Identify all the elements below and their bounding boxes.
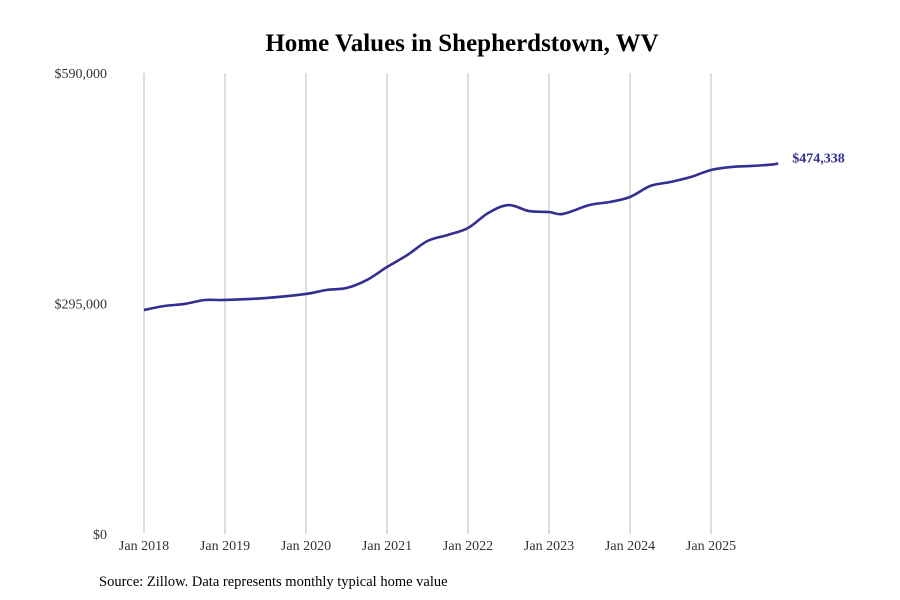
- chart-title: Home Values in Shepherdstown, WV: [265, 30, 658, 57]
- end-value-label: $474,338: [792, 151, 845, 166]
- x-tick-label: Jan 2018: [119, 539, 169, 554]
- x-tick-label: Jan 2024: [605, 539, 655, 554]
- y-tick-label: $0: [93, 528, 107, 543]
- x-tick-label: Jan 2023: [524, 539, 574, 554]
- series-line: [143, 162, 779, 312]
- x-tick-label: Jan 2019: [200, 539, 250, 554]
- y-tick-label: $295,000: [55, 298, 108, 313]
- x-tick-label: Jan 2020: [281, 539, 331, 554]
- x-tick-label: Jan 2022: [443, 539, 493, 554]
- x-tick-label: Jan 2021: [362, 539, 412, 554]
- source-note: Source: Zillow. Data represents monthly …: [99, 574, 448, 590]
- y-tick-label: $590,000: [55, 67, 108, 82]
- x-tick-label: Jan 2025: [686, 539, 736, 554]
